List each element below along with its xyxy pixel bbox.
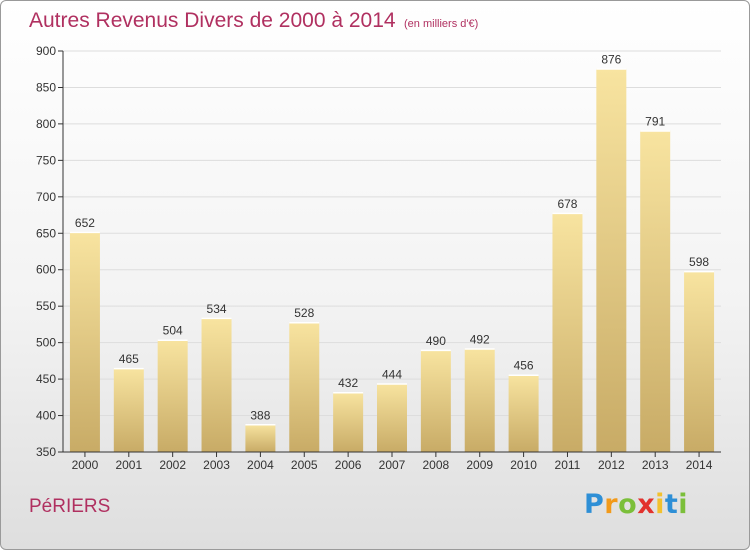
value-label: 388 <box>250 408 270 422</box>
logo-letter: x <box>637 489 656 520</box>
y-tick-label: 700 <box>36 190 56 204</box>
bar-2005 <box>289 322 320 452</box>
bar-2013 <box>640 130 671 453</box>
x-tick-label: 2011 <box>555 458 581 472</box>
logo-letter: i <box>655 489 665 520</box>
x-tick-label: 2014 <box>686 458 713 472</box>
bar-2000 <box>69 231 100 452</box>
logo-letter: i <box>678 489 689 520</box>
x-tick-label: 2001 <box>115 458 142 472</box>
y-tick-label: 600 <box>36 263 56 277</box>
value-label: 490 <box>426 334 446 348</box>
x-tick-label: 2000 <box>72 458 99 472</box>
y-tick-label: 850 <box>36 80 56 94</box>
x-tick-label: 2010 <box>510 458 537 472</box>
logo-letter: r <box>604 489 619 520</box>
chart-subtitle: (en milliers d'€) <box>404 18 479 30</box>
bar-2006 <box>333 392 364 452</box>
value-label: 678 <box>557 197 577 211</box>
proxiti-logo: Proxiti <box>584 489 688 520</box>
y-tick-label: 400 <box>36 409 56 423</box>
y-tick-label: 550 <box>36 299 56 313</box>
bar-2010 <box>508 374 539 452</box>
value-label: 504 <box>163 324 183 338</box>
value-label: 598 <box>689 255 709 269</box>
logo-letter: P <box>584 489 605 520</box>
y-tick-label: 350 <box>36 445 56 459</box>
x-tick-label: 2009 <box>466 458 493 472</box>
y-tick-label: 650 <box>36 226 56 240</box>
value-label: 534 <box>207 302 227 316</box>
x-tick-label: 2004 <box>247 458 274 472</box>
value-label: 432 <box>338 376 358 390</box>
x-tick-label: 2013 <box>642 458 669 472</box>
x-tick-label: 2002 <box>159 458 186 472</box>
x-tick-label: 2006 <box>335 458 362 472</box>
bar-2007 <box>377 383 407 452</box>
x-tick-label: 2005 <box>291 458 318 472</box>
x-tick-label: 2003 <box>203 458 230 472</box>
value-label: 456 <box>514 359 534 373</box>
value-label: 444 <box>382 367 402 381</box>
bar-2008 <box>420 349 451 452</box>
value-label: 652 <box>75 216 95 230</box>
chart-title: Autres Revenus Divers de 2000 à 2014 <box>29 9 396 32</box>
bar-2011 <box>552 212 583 452</box>
bar-2004 <box>245 424 276 452</box>
bar-2001 <box>113 368 144 452</box>
x-tick-label: 2008 <box>423 458 450 472</box>
bar-2012 <box>596 68 627 453</box>
value-label: 465 <box>119 352 139 366</box>
y-tick-label: 900 <box>36 44 56 58</box>
value-label: 791 <box>645 114 665 128</box>
y-tick-label: 500 <box>36 336 56 350</box>
y-tick-label: 750 <box>36 153 56 167</box>
value-label: 528 <box>294 306 314 320</box>
value-label: 876 <box>601 52 621 66</box>
y-tick-label: 450 <box>36 372 56 386</box>
logo-letter: o <box>618 489 638 520</box>
bar-2003 <box>201 317 232 452</box>
bar-2002 <box>157 339 188 452</box>
logo-letter: t <box>664 489 679 520</box>
bar-2009 <box>464 348 495 452</box>
place-name: PéRIERS <box>29 496 111 517</box>
y-tick-label: 800 <box>36 117 56 131</box>
chart-title-block: Autres Revenus Divers de 2000 à 2014 (en… <box>29 9 478 33</box>
bar-2014 <box>684 271 715 452</box>
x-tick-label: 2007 <box>379 458 406 472</box>
x-tick-label: 2012 <box>598 458 625 472</box>
value-label: 492 <box>470 332 490 346</box>
